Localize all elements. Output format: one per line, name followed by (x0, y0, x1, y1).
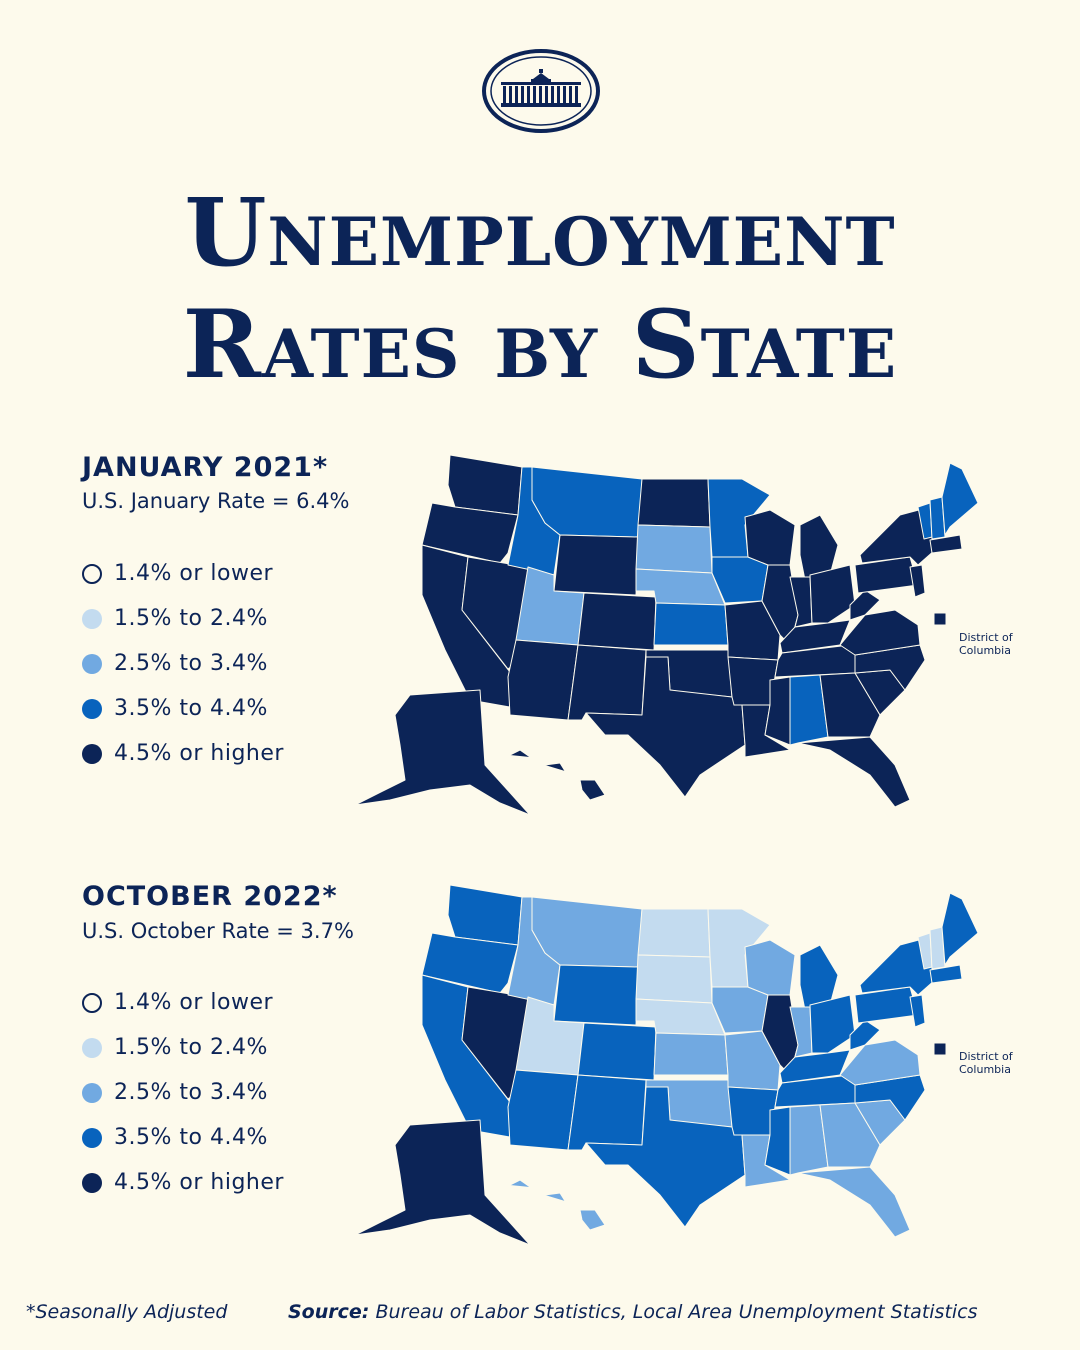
state-wi (744, 939, 796, 996)
state-az (507, 1069, 579, 1151)
state-co (577, 1022, 657, 1081)
legend-swatch (82, 653, 102, 674)
legend-item: 1.5% to 2.4% (82, 596, 382, 641)
state-nj (909, 564, 926, 598)
state-in (789, 576, 813, 628)
state-me (941, 462, 979, 536)
dc-label: District of Columbia (959, 1050, 1013, 1076)
map-2-legend: 1.4% or lower 1.5% to 2.4% 2.5% to 3.4% … (82, 980, 382, 1205)
legend-label: 1.5% to 2.4% (114, 606, 268, 631)
state-wy (553, 534, 639, 596)
state-dc (933, 612, 947, 626)
state-tx (585, 656, 746, 798)
state-wa (447, 454, 523, 516)
dc-label: District of Columbia (959, 631, 1013, 657)
source-label: Source: (288, 1301, 370, 1323)
state-ma (929, 964, 963, 984)
map-1-subheading: U.S. January Rate = 6.4% (82, 489, 350, 513)
state-nm (567, 644, 647, 721)
state-oh (809, 564, 856, 624)
state-in (789, 1006, 813, 1058)
map-1-heading: JANUARY 2021* (82, 452, 329, 483)
legend-label: 3.5% to 4.4% (114, 696, 268, 721)
state-ga (819, 672, 881, 738)
state-ny (859, 506, 936, 566)
white-house-logo (482, 49, 600, 133)
state-fl (797, 736, 911, 808)
legend-swatch (82, 1127, 102, 1148)
source-line: Source: Bureau of Labor Statistics, Loca… (288, 1301, 978, 1323)
us-state-map-january-2021 (354, 454, 979, 816)
state-me (941, 892, 979, 966)
legend-item: 2.5% to 3.4% (82, 1070, 382, 1115)
state-tx (585, 1086, 746, 1228)
legend-swatch (82, 992, 102, 1013)
state-fl (797, 1166, 911, 1238)
state-co (577, 592, 657, 651)
legend-label: 1.4% or lower (114, 990, 274, 1015)
legend-item: 4.5% or higher (82, 731, 382, 776)
legend-label: 1.4% or lower (114, 561, 274, 586)
legend-label: 2.5% to 3.4% (114, 651, 268, 676)
legend-item: 1.5% to 2.4% (82, 1025, 382, 1070)
legend-label: 1.5% to 2.4% (114, 1035, 268, 1060)
state-nd (637, 478, 711, 528)
state-oh (809, 994, 856, 1054)
legend-swatch (82, 563, 102, 584)
state-sd (635, 524, 713, 574)
state-nj (909, 994, 926, 1028)
legend-item: 3.5% to 4.4% (82, 1115, 382, 1160)
state-ks (653, 1032, 729, 1076)
state-sd (635, 954, 713, 1004)
state-ms (764, 1106, 791, 1176)
legend-label: 4.5% or higher (114, 1170, 284, 1195)
legend-swatch (82, 1172, 102, 1193)
state-ny (859, 936, 936, 996)
map-2-heading: OCTOBER 2022* (82, 881, 338, 912)
legend-swatch (82, 698, 102, 719)
footnote: *Seasonally Adjusted (26, 1301, 228, 1323)
page-title-line-1: Unemployment (184, 178, 896, 288)
state-ga (819, 1102, 881, 1168)
legend-swatch (82, 743, 102, 764)
state-al (789, 1104, 829, 1176)
legend-label: 4.5% or higher (114, 741, 284, 766)
us-state-map-october-2022 (354, 884, 979, 1246)
state-dc (933, 1042, 947, 1056)
state-ks (653, 602, 729, 646)
legend-label: 2.5% to 3.4% (114, 1080, 268, 1105)
state-nh (929, 926, 946, 970)
legend-label: 3.5% to 4.4% (114, 1125, 268, 1150)
legend-item: 2.5% to 3.4% (82, 641, 382, 686)
legend-item: 1.4% or lower (82, 980, 382, 1025)
legend-item: 4.5% or higher (82, 1160, 382, 1205)
state-nm (567, 1074, 647, 1151)
state-nd (637, 908, 711, 958)
legend-swatch (82, 1082, 102, 1103)
state-ma (929, 534, 963, 554)
state-az (507, 639, 579, 721)
map-2-subheading: U.S. October Rate = 3.7% (82, 919, 354, 943)
state-hi (509, 749, 606, 801)
map-1-legend: 1.4% or lower 1.5% to 2.4% 2.5% to 3.4% … (82, 551, 382, 776)
legend-swatch (82, 608, 102, 629)
state-al (789, 674, 829, 746)
state-wa (447, 884, 523, 946)
state-nh (929, 496, 946, 540)
legend-item: 3.5% to 4.4% (82, 686, 382, 731)
state-ms (764, 676, 791, 746)
state-wy (553, 964, 639, 1026)
state-ak (354, 689, 531, 816)
state-hi (509, 1179, 606, 1231)
state-ak (354, 1119, 531, 1246)
page-title-line-2: Rates by State (182, 290, 898, 400)
source-text: Bureau of Labor Statistics, Local Area U… (375, 1301, 978, 1323)
legend-swatch (82, 1037, 102, 1058)
legend-item: 1.4% or lower (82, 551, 382, 596)
state-wi (744, 509, 796, 566)
